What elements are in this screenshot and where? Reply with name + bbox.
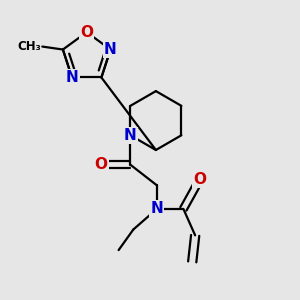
Text: N: N	[124, 128, 137, 143]
Text: O: O	[193, 172, 206, 187]
Text: N: N	[66, 70, 78, 85]
Text: N: N	[104, 42, 117, 57]
Text: N: N	[151, 201, 163, 216]
Text: O: O	[94, 157, 107, 172]
Text: O: O	[80, 25, 93, 40]
Text: CH₃: CH₃	[17, 40, 41, 53]
